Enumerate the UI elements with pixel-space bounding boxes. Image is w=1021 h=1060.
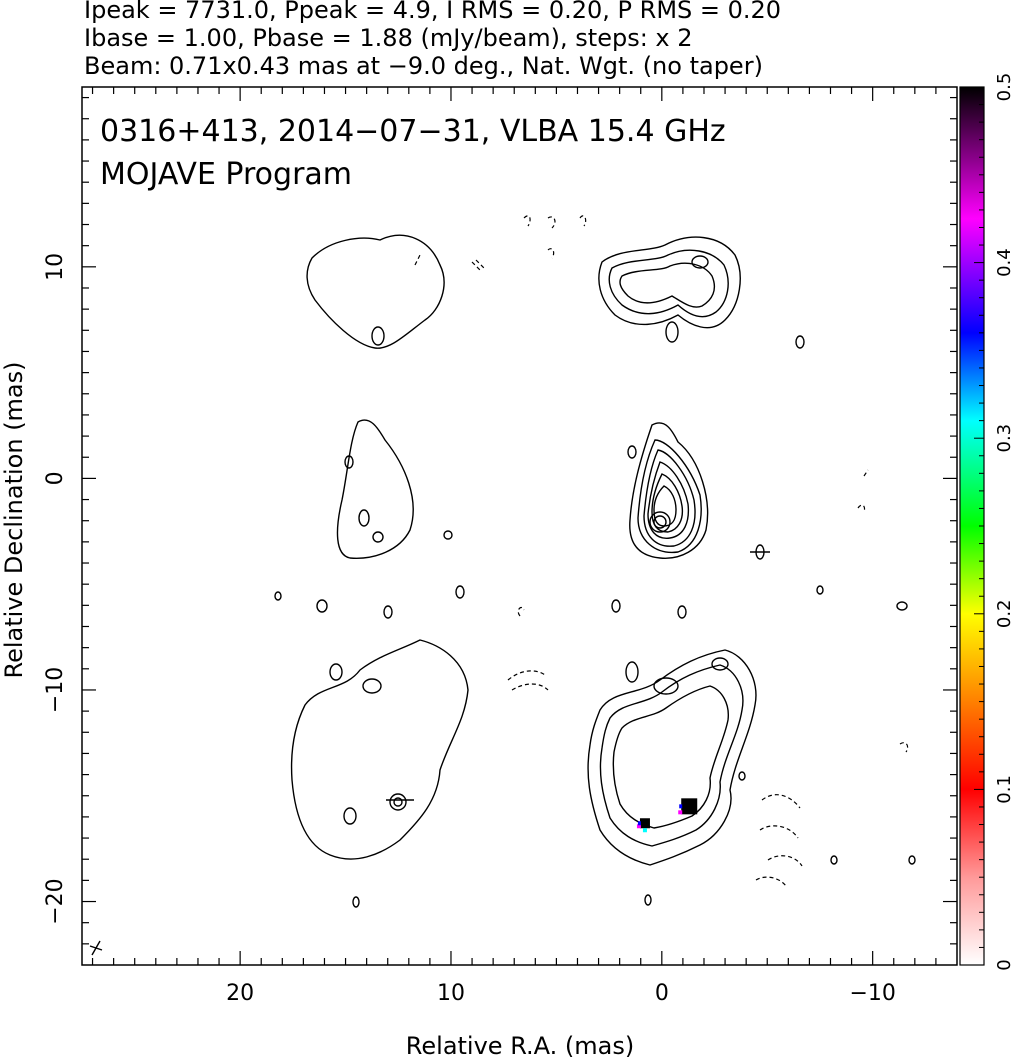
colorbar-tick-label: 0.4 <box>994 248 1015 277</box>
plot-title: 0316+413, 2014−07−31, VLBA 15.4 GHz <box>100 114 726 149</box>
colorbar-tick-label: 0.3 <box>994 424 1015 453</box>
colorbar-ticks: 0 0.1 0.2 0.3 0.4 0.5 <box>974 73 1015 971</box>
colorbar-tick-label: 0.5 <box>994 73 1015 102</box>
colorbar-tick-label: 0 <box>994 959 1015 970</box>
y-tick-label: −20 <box>43 878 68 924</box>
plot-subtitle: MOJAVE Program <box>100 157 352 192</box>
colorbar-tick-label: 0.1 <box>994 775 1015 804</box>
x-tick-label: 10 <box>437 981 465 1006</box>
x-tick-label: 20 <box>226 981 254 1006</box>
plot-frame <box>81 86 958 966</box>
polarization-pixels <box>636 798 698 833</box>
header-line-3: Beam: 0.71x0.43 mas at −9.0 deg., Nat. W… <box>84 52 763 80</box>
x-tick-label: −10 <box>849 981 895 1006</box>
x-axis-title: Relative R.A. (mas) <box>406 1032 634 1060</box>
x-axis-ticks: 20 10 0 −10 <box>91 87 937 1006</box>
header-line-2: Ibase = 1.00, Pbase = 1.88 (mJy/beam), s… <box>84 24 693 52</box>
colorbar-tick-label: 0.2 <box>994 599 1015 628</box>
contour-map <box>89 215 916 956</box>
header-line-1: Ipeak = 7731.0, Ppeak = 4.9, I RMS = 0.2… <box>84 0 781 24</box>
polarization-spot <box>678 798 698 815</box>
y-axis-ticks: 10 0 −10 −20 <box>43 96 957 945</box>
y-tick-label: 0 <box>43 471 68 485</box>
y-axis-title: Relative Declination (mas) <box>0 361 28 678</box>
x-tick-label: 0 <box>655 981 669 1006</box>
y-tick-label: −10 <box>43 667 68 713</box>
y-tick-label: 10 <box>43 253 68 281</box>
polarization-spot <box>636 818 650 833</box>
